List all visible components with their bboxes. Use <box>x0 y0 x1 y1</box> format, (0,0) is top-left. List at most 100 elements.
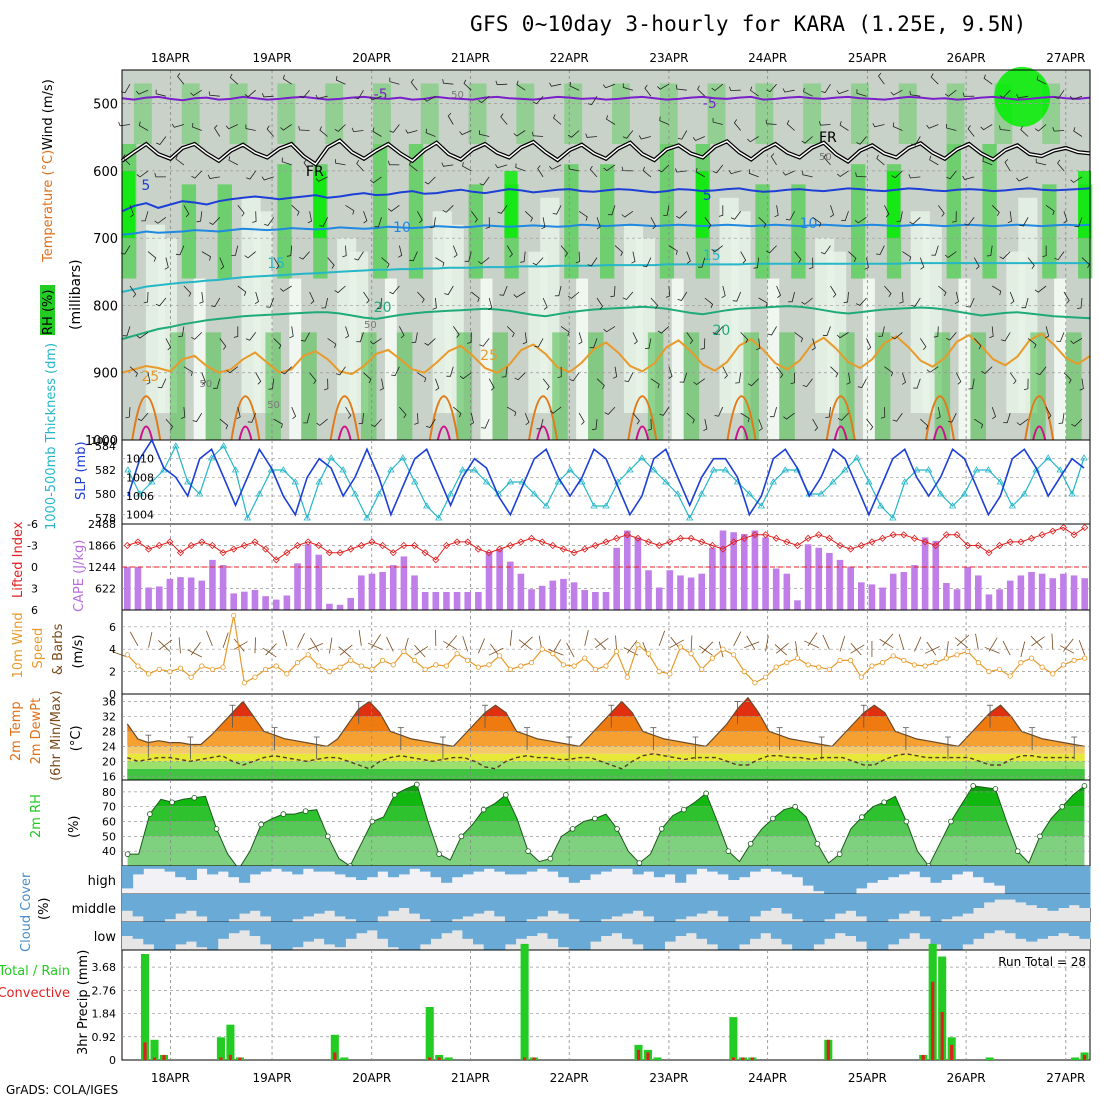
rh-marker-12 <box>258 821 264 828</box>
wind10m-marker-34 <box>486 662 492 668</box>
rh-low-moist-23 <box>396 332 413 440</box>
cloud-low-cell-34 <box>483 922 495 950</box>
wind-barb-1-22 <box>513 130 526 137</box>
wind10m-barb-53 <box>690 635 693 652</box>
wind10m-barb-89 <box>1059 645 1075 654</box>
wind-barb-4-5 <box>219 257 225 270</box>
cape-bar-66 <box>826 552 833 610</box>
wind10m-barb-87 <box>1051 633 1054 650</box>
wind-barb-4-43 <box>902 251 912 262</box>
wind-barb-4-10 <box>299 251 310 260</box>
wind10m-barb-64 <box>807 632 818 647</box>
rh-saturated-32 <box>504 170 518 239</box>
wind10m-barb-9 <box>222 632 229 648</box>
wind-barb-4-32 <box>698 257 706 268</box>
wind-barb-4-40 <box>848 251 857 263</box>
wind-barb-7-47 <box>968 378 975 390</box>
wind-ylabel-1: Speed <box>31 628 46 669</box>
cape-bar-68 <box>847 566 854 610</box>
li-marker-1 <box>134 538 142 546</box>
cloud-high-cell-20 <box>334 866 346 875</box>
wind-barb-2-2 <box>154 172 166 178</box>
cloud-high-cell-32 <box>462 866 474 875</box>
wind10m-barb-28 <box>414 644 426 658</box>
wind-barb-0-6 <box>229 73 239 85</box>
wind10m-barb-74 <box>914 636 922 652</box>
thickness-marker-63 <box>877 502 885 509</box>
wind-barb-8-17 <box>425 418 436 428</box>
wind-barb-4-35 <box>753 257 760 269</box>
cloud-middle-cell-24 <box>377 894 389 917</box>
wind-barb-7-19 <box>459 372 472 380</box>
cloud-middle-cell-41 <box>558 894 570 914</box>
wind10m-barb-59 <box>746 635 756 650</box>
cloud-middle-cell-64 <box>802 894 814 922</box>
cape-bar-23 <box>368 573 376 610</box>
wind10m-barb-63 <box>795 641 798 658</box>
cape-bar-53 <box>687 577 695 610</box>
rh-tick-50: 50 <box>102 830 116 843</box>
thickness-marker-20 <box>363 514 371 521</box>
date-label-top-22APR: 22APR <box>550 51 589 65</box>
cape-bar-52 <box>677 575 684 610</box>
wind-barb-6-7 <box>245 332 257 341</box>
cloud-high-cell-23 <box>366 866 378 878</box>
rh-low-moist-76 <box>1030 332 1046 440</box>
isotherm-label-5: 5 <box>703 188 712 204</box>
rh-marker-80 <box>1014 848 1021 854</box>
profile-ytick-bottom-1000: 1000 <box>91 436 116 447</box>
rh-marker-78 <box>992 786 999 792</box>
precip-conv-bar-65 <box>741 1057 745 1060</box>
cloud-middle-cell-14 <box>270 894 283 922</box>
wind10m-barb-60 <box>765 635 769 652</box>
thickness-marker-35 <box>542 502 550 509</box>
cloud-middle-cell-49 <box>643 894 655 917</box>
wind10m-marker-8 <box>209 666 216 672</box>
cloud-middle-cell-17 <box>302 894 314 917</box>
cloud-middle-cell-70 <box>866 894 878 922</box>
rh-marker-50 <box>681 806 687 813</box>
wind-barb-5-26 <box>596 297 604 310</box>
wind10m-barb-78 <box>956 634 970 647</box>
rh-dry2-46 <box>671 278 684 440</box>
li-marker-38 <box>527 534 536 542</box>
wind-barb-8-30 <box>659 406 670 416</box>
wind10m-barb-50 <box>658 630 666 646</box>
hot-core-9 <box>1032 425 1047 441</box>
li-marker-56 <box>719 545 727 553</box>
wind-barb-0-2 <box>155 89 166 97</box>
cloud-low-cell-67 <box>834 922 846 934</box>
wind-barb-4-15 <box>398 245 403 258</box>
thickness-marker-62 <box>865 478 873 485</box>
wind-barb-6-25 <box>578 332 583 345</box>
wind-barb-1-1 <box>138 121 149 131</box>
wind-barb-5-49 <box>1009 291 1015 305</box>
precip-conv-bar-101 <box>1082 1054 1087 1060</box>
wind-tick-2: 2 <box>109 666 116 679</box>
wind-barb-0-44 <box>909 90 921 97</box>
precip-frame <box>121 949 1091 1061</box>
wind-barb-2-43 <box>891 170 903 179</box>
wind-barb-2-6 <box>228 156 238 166</box>
wind10m-marker-38 <box>528 660 535 666</box>
wind-barb-2-35 <box>748 169 759 178</box>
precip-conv-bar-3 <box>152 1057 157 1060</box>
wind-barb-0-52 <box>1054 89 1065 99</box>
wind10m-marker-37 <box>518 663 524 669</box>
wind-barb-6-34 <box>740 332 749 344</box>
wind10m-marker-87 <box>1050 671 1056 677</box>
thickness-marker-34 <box>530 490 539 497</box>
wind10m-marker-80 <box>975 660 981 666</box>
wind-barb-6-2 <box>165 338 172 351</box>
rh-marker-40 <box>569 826 576 832</box>
wind10m-marker-18 <box>316 663 322 669</box>
wind-barb-0-46 <box>944 89 957 97</box>
wind-barb-7-20 <box>488 378 495 391</box>
cloud-high-cell-71 <box>877 866 889 880</box>
cloud-low-cell-37 <box>515 922 527 939</box>
cape-bar-29 <box>432 592 440 610</box>
thickness-tick-582: 582 <box>95 464 116 477</box>
wind-barb-6-16 <box>411 332 418 343</box>
wind-barb-1-25 <box>567 130 580 138</box>
date-label-bottom-24APR: 24APR <box>748 1071 787 1085</box>
